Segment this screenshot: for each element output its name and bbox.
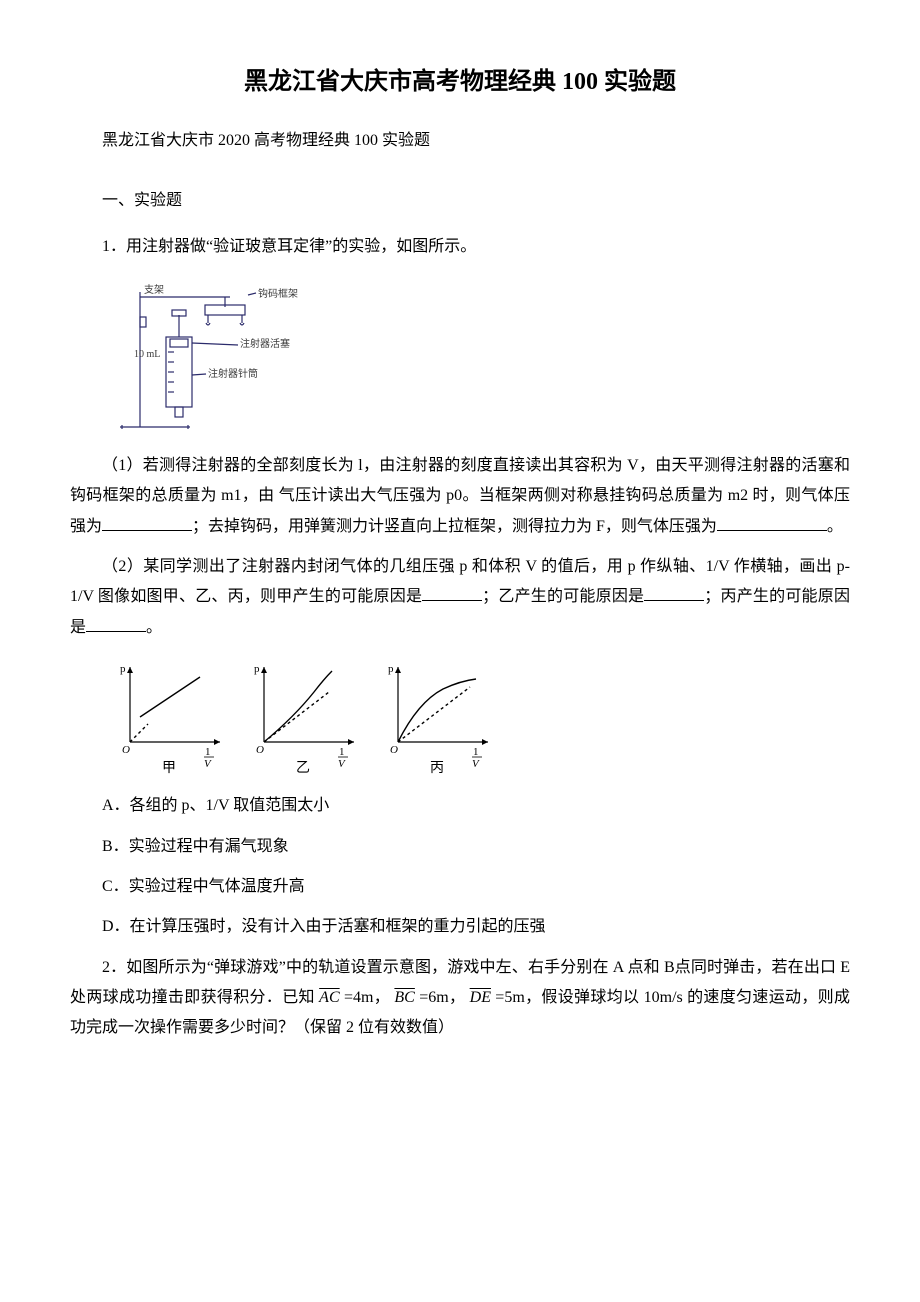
blank [422, 584, 482, 601]
svg-text:V: V [204, 758, 212, 770]
label-scale: 10 mL [134, 349, 160, 360]
q1-graphs: p O 1 V 甲 p O 1 V 乙 p O 1 V 丙 [110, 657, 850, 777]
q1-p2d: 。 [146, 619, 162, 636]
q2-text: 2．如图所示为“弹球游戏”中的轨道设置示意图，游戏中左、右手分别在 A 点和 B… [70, 953, 850, 1044]
choice-a: A．各组的 p、1/V 取值范围太小 [70, 791, 850, 821]
graph-label-a: 甲 [162, 761, 176, 776]
seg-bc: BC [394, 989, 414, 1006]
q1-part1: （1）若测得注射器的全部刻度长为 l，由注射器的刻度直接读出其容积为 V，由天平… [70, 451, 850, 542]
graph-label-c: 丙 [430, 761, 444, 776]
q1-intro: 1．用注射器做“验证玻意耳定律”的实验，如图所示。 [70, 232, 850, 262]
axis-origin: O [390, 744, 398, 756]
section-heading: 一、实验题 [70, 186, 850, 216]
blank [86, 615, 146, 632]
choice-b: B．实验过程中有漏气现象 [70, 832, 850, 862]
choice-d: D．在计算压强时，没有计入由于活塞和框架的重力引起的压强 [70, 912, 850, 942]
q1-p1c: 。 [827, 518, 843, 535]
choice-c: C．实验过程中气体温度升高 [70, 872, 850, 902]
page-title: 黑龙江省大庆市高考物理经典 100 实验题 [70, 60, 850, 106]
graph-label-b: 乙 [296, 760, 310, 776]
svg-text:1: 1 [339, 746, 345, 758]
q1-p2b: ；乙产生的可能原因是 [482, 588, 644, 605]
blank [644, 584, 704, 601]
blank [717, 514, 827, 531]
svg-text:V: V [338, 758, 346, 770]
label-stand: 支架 [144, 284, 164, 296]
svg-text:1: 1 [205, 746, 211, 758]
q2-eq1: =4m， [344, 989, 390, 1006]
seg-de: DE [470, 989, 491, 1006]
q1-part2: （2）某同学测出了注射器内封闭气体的几组压强 p 和体积 V 的值后，用 p 作… [70, 552, 850, 643]
q1-apparatus-diagram: 支架 钩码框架 注射器活塞 注射器针筒 10 mL [110, 277, 850, 437]
axis-origin: O [256, 744, 264, 756]
blank [102, 514, 192, 531]
label-rack: 钩码框架 [258, 287, 298, 300]
label-barrel: 注射器针筒 [208, 367, 258, 380]
q2-eq2: =6m， [419, 989, 465, 1006]
axis-y: p [388, 663, 394, 675]
axis-origin: O [122, 744, 130, 756]
svg-text:1: 1 [473, 746, 479, 758]
axis-y: p [254, 663, 260, 675]
label-piston: 注射器活塞 [240, 337, 290, 350]
q1-p1b: ；去掉钩码，用弹簧测力计竖直向上拉框架，测得拉力为 F，则气体压强为 [192, 518, 717, 535]
svg-text:V: V [472, 758, 480, 770]
axis-y: p [120, 663, 126, 675]
seg-ac: AC [319, 989, 339, 1006]
subtitle: 黑龙江省大庆市 2020 高考物理经典 100 实验题 [70, 126, 850, 156]
